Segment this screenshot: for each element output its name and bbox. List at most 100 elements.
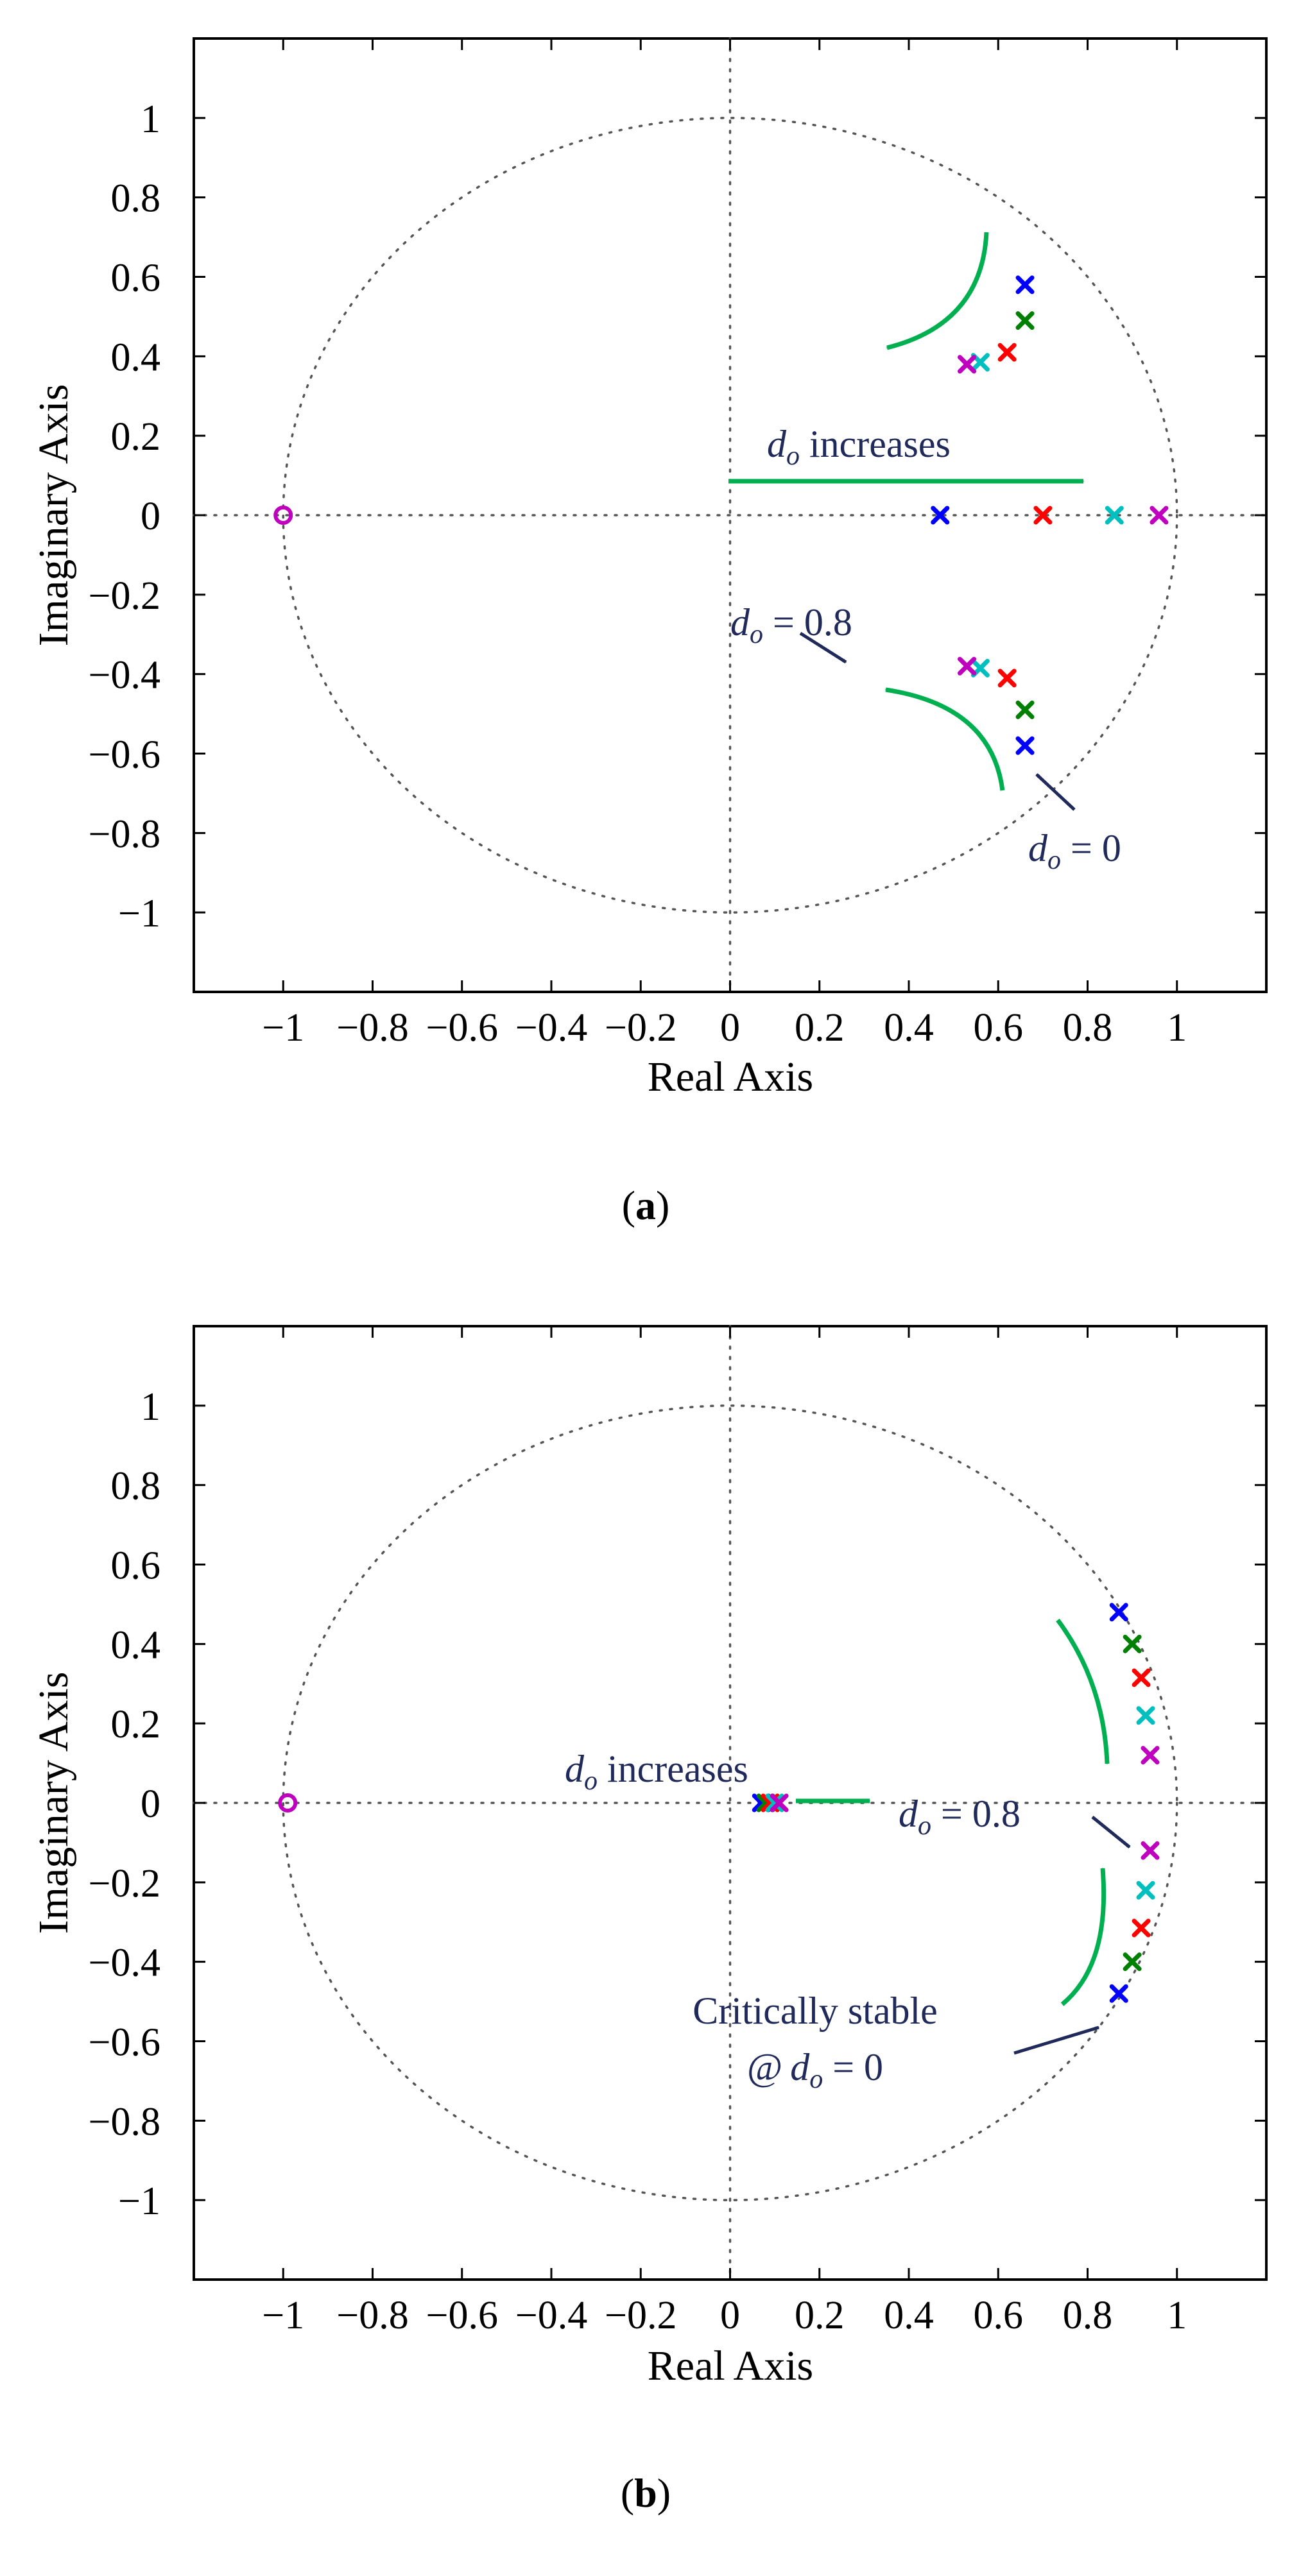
x-tick-label: −0.2 — [605, 2294, 676, 2337]
annotation-critically-stable: Critically stable — [693, 1990, 938, 2032]
arrow-upper-poles — [886, 232, 989, 350]
y-tick-label: 0.6 — [111, 1544, 161, 1588]
pole-zero-map-a: −1 −0.8 −0.6 −0.4 −0.2 0 0.2 0.4 0.6 0.8 1 1 0.8 0.6 0… — [30, 37, 1268, 1228]
arrow-d08 — [1091, 1816, 1131, 1848]
pole-marker — [765, 1793, 784, 1813]
x-tick-label: −0.4 — [515, 2294, 587, 2337]
pole-marker — [1015, 275, 1035, 294]
y-tick-label: 0 — [141, 495, 160, 538]
y-tick-label: −0.8 — [89, 812, 160, 856]
y-tick-label: 1 — [141, 98, 160, 141]
pole-marker — [1136, 1706, 1155, 1725]
y-tick-label: −0.8 — [89, 2100, 160, 2144]
x-axis-label: Real Axis — [648, 2342, 814, 2389]
x-tick-label: −0.8 — [336, 2294, 408, 2337]
y-tick-label: 1 — [141, 1385, 160, 1429]
x-tick-label: 0.6 — [974, 1006, 1024, 1050]
annotation-at-d0: @ do = 0 — [747, 2046, 883, 2094]
y-tick-label: 0.8 — [111, 177, 161, 221]
unit-circle — [282, 117, 1178, 914]
y-tick-label: 0.6 — [111, 257, 161, 300]
y-tick-label: −0.4 — [89, 1941, 160, 1985]
pole-marker — [1109, 1984, 1128, 2003]
pole-marker — [1141, 1746, 1160, 1765]
x-tick-label: −0.6 — [426, 2294, 498, 2337]
figure-caption-a: (a) — [622, 1182, 670, 1228]
x-tick-label: −0.2 — [605, 1006, 676, 1050]
arrow-d08 — [799, 631, 847, 664]
arrow-lower-poles — [884, 687, 1005, 791]
x-tick-label: 0.2 — [795, 1006, 845, 1050]
x-tick-label: 1 — [1167, 2294, 1187, 2337]
y-tick-label: 0.8 — [111, 1465, 161, 1508]
y-tick-label: −1 — [118, 892, 160, 935]
y-tick-label: −1 — [118, 2179, 160, 2223]
pole-marker — [1123, 1634, 1142, 1653]
x-tick-label: 1 — [1167, 1006, 1187, 1050]
y-tick-label: 0.2 — [111, 415, 161, 459]
arrow-critically-stable — [1013, 2026, 1100, 2055]
x-tick-label: 0.6 — [974, 2294, 1024, 2337]
pole-marker — [1109, 1603, 1128, 1622]
pole-marker — [958, 355, 977, 374]
y-axis-label: Imaginary Axis — [30, 1672, 77, 1934]
arrow-upper-poles — [1056, 1618, 1110, 1765]
y-tick-label: 0.4 — [111, 336, 161, 379]
pole-marker — [997, 343, 1017, 362]
y-tick-label: 0 — [141, 1782, 160, 1826]
pole-marker — [1015, 311, 1035, 330]
mark-layer — [278, 1603, 1160, 2003]
x-tick-label: −0.8 — [336, 1006, 408, 1050]
x-tick-label: −0.6 — [426, 1006, 498, 1050]
x-axis-label: Real Axis — [648, 1053, 814, 1100]
y-tick-label: −0.2 — [89, 574, 160, 618]
mark-layer — [273, 275, 1169, 755]
annotation-d08: do = 0.8 — [730, 601, 852, 649]
pole-marker — [958, 656, 977, 676]
y-tick-label: 0.4 — [111, 1623, 161, 1667]
pole-marker — [1015, 700, 1035, 719]
zero-marker — [278, 1793, 298, 1813]
pole-marker — [997, 669, 1017, 688]
x-tick-label: 0.2 — [795, 2294, 845, 2337]
x-tick-label: 0.4 — [884, 1006, 934, 1050]
figure-panel-b: −1 −0.8 −0.6 −0.4 −0.2 0 0.2 0.4 0.6 0.8 1 1 0.8 0.6 0… — [0, 1288, 1292, 2576]
annotation-increases: do increases — [565, 1748, 748, 1796]
x-tick-label: −1 — [262, 1006, 304, 1050]
pole-marker — [931, 506, 950, 525]
pole-marker — [1136, 1881, 1155, 1900]
annotation-increases: do increases — [767, 423, 951, 471]
x-tick-label: 0.8 — [1063, 2294, 1113, 2337]
tick-layer: −1 −0.8 −0.6 −0.4 −0.2 0 0.2 0.4 0.6 0.8 1 1 0.8 0.6 0… — [89, 1326, 1266, 2337]
arrow-d0 — [1035, 773, 1076, 811]
y-tick-label: −0.6 — [89, 2021, 160, 2065]
y-tick-label: −0.6 — [89, 733, 160, 777]
x-tick-label: −1 — [262, 2294, 304, 2337]
pole-marker — [1141, 1841, 1160, 1860]
pole-marker — [1132, 1668, 1151, 1687]
pole-zero-map-b: −1 −0.8 −0.6 −0.4 −0.2 0 0.2 0.4 0.6 0.8 1 1 0.8 0.6 0… — [30, 1325, 1268, 2516]
pole-marker — [1033, 506, 1053, 525]
pole-marker — [1132, 1918, 1151, 1938]
x-tick-label: 0 — [720, 2294, 740, 2337]
y-tick-label: −0.4 — [89, 654, 160, 697]
figure-caption-b: (b) — [621, 2470, 671, 2516]
x-tick-label: −0.4 — [515, 1006, 587, 1050]
y-tick-label: −0.2 — [89, 1862, 160, 1906]
x-tick-label: 0 — [720, 1006, 740, 1050]
pole-marker — [1105, 506, 1124, 525]
annotation-d08: do = 0.8 — [899, 1793, 1021, 1841]
unit-circle — [282, 1404, 1178, 2201]
pole-marker — [1150, 506, 1169, 525]
pole-marker — [770, 1793, 789, 1813]
arrow-lower-poles — [1060, 1867, 1107, 2006]
annotation-d0: do = 0 — [1028, 827, 1121, 875]
x-tick-label: 0.8 — [1063, 1006, 1113, 1050]
x-tick-label: 0.4 — [884, 2294, 934, 2337]
zero-marker — [273, 506, 293, 525]
y-axis-label: Imaginary Axis — [30, 384, 77, 647]
pole-marker — [1123, 1952, 1142, 1972]
grid-layer — [193, 1325, 1268, 2281]
pole-marker — [1015, 736, 1035, 755]
figure-panel-a: −1 −0.8 −0.6 −0.4 −0.2 0 0.2 0.4 0.6 0.8 1 1 0.8 0.6 0… — [30, 37, 1268, 1228]
